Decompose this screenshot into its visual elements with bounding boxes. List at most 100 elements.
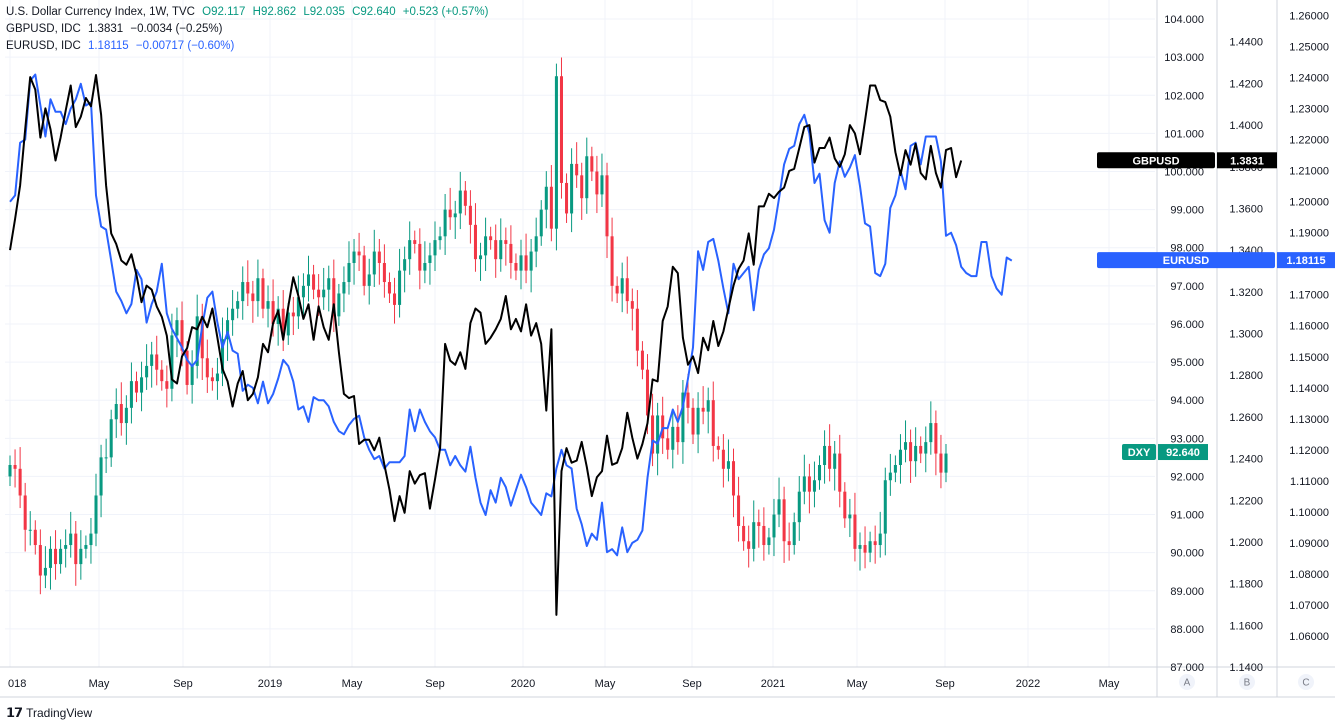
dxy-candle	[393, 277, 397, 324]
dxy-candle	[904, 420, 908, 463]
dxy-candle	[539, 200, 543, 246]
axis-letter-a[interactable]: A	[1179, 674, 1195, 690]
dxy-candle	[403, 246, 407, 293]
dxy-candle	[605, 162, 609, 259]
svg-text:GBPUSD: GBPUSD	[1132, 155, 1179, 167]
dxy-candle	[858, 532, 862, 571]
dxy-candle	[484, 217, 488, 271]
dxy-candle	[762, 507, 766, 561]
dxy-candle	[625, 256, 629, 314]
dxy-candle	[848, 498, 852, 538]
dxy-candle	[428, 242, 432, 285]
axis-letter-c[interactable]: C	[1298, 674, 1314, 690]
x-tick-label: Sep	[173, 678, 193, 690]
dxy-candle	[362, 245, 366, 296]
dxy-candle	[559, 57, 563, 199]
dxy-candle	[742, 516, 746, 551]
x-tick-label: May	[595, 678, 616, 690]
x-tick-label: May	[342, 678, 363, 690]
dxy-candle	[873, 525, 877, 564]
legend-dxy[interactable]: U.S. Dollar Currency Index, 1W, TVC O92.…	[6, 4, 492, 21]
svg-text:C: C	[1302, 678, 1309, 689]
dxy-candle	[241, 266, 245, 320]
axis-a-tick-label: 91.000	[1170, 510, 1204, 522]
svg-text:EURUSD: EURUSD	[1163, 255, 1210, 267]
dxy-candle	[600, 153, 604, 207]
dxy-candle	[276, 296, 280, 346]
dxy-candle	[565, 173, 569, 223]
axis-letter-b[interactable]: B	[1239, 674, 1255, 690]
dxy-candle	[306, 255, 311, 302]
dxy-candle	[94, 473, 98, 547]
dxy-candle	[473, 203, 477, 272]
dxy-candle	[28, 511, 32, 546]
axis-c-tick-label: 1.24000	[1289, 73, 1329, 85]
tradingview-logo-icon: 𝟭𝟳	[6, 705, 23, 720]
price-tag-eurusd: EURUSD 1.18115	[1097, 252, 1335, 269]
dxy-candle	[909, 429, 913, 483]
axis-c-tick-label: 1.09000	[1289, 538, 1329, 550]
dxy-candle	[823, 430, 827, 484]
legend-gbpusd[interactable]: GBPUSD, IDC 1.3831 −0.0034 (−0.25%)	[6, 21, 492, 38]
dxy-candle	[924, 426, 928, 473]
dxy-candle	[145, 344, 149, 390]
svg-text:1.18115: 1.18115	[1286, 255, 1325, 267]
dxy-candle	[236, 291, 240, 319]
dxy-candle	[291, 296, 295, 336]
dxy-candle	[256, 259, 260, 317]
brand-name: TradingView	[26, 706, 93, 720]
dxy-candle	[651, 393, 655, 467]
dxy-candle	[129, 362, 133, 424]
x-tick-label: Sep	[682, 678, 702, 690]
legend-eurusd[interactable]: EURUSD, IDC 1.18115 −0.00717 (−0.60%)	[6, 38, 492, 55]
dxy-candle	[119, 382, 123, 436]
legend-dxy-name: U.S. Dollar Currency Index, 1W, TVC	[6, 6, 195, 18]
dxy-candle	[833, 440, 837, 491]
svg-text:1.3831: 1.3831	[1230, 155, 1264, 167]
axis-c-tick-label: 1.13000	[1289, 414, 1329, 426]
dxy-candle	[726, 439, 730, 482]
x-tick-label: 2020	[511, 678, 535, 690]
dxy-candle	[701, 386, 705, 425]
dxy-candles	[8, 57, 948, 595]
axis-a-tick-label: 102.000	[1164, 90, 1204, 102]
dxy-candle	[494, 224, 498, 278]
dxy-candle	[418, 228, 422, 290]
dxy-candle	[413, 230, 417, 254]
axis-b-tick-label: 1.2200	[1229, 495, 1263, 507]
dxy-candle	[620, 262, 624, 313]
dxy-candle	[747, 525, 751, 568]
dxy-candle	[929, 401, 933, 455]
dxy-candle	[69, 511, 73, 558]
x-tick-label: 2019	[258, 678, 282, 690]
dxy-candle	[610, 217, 614, 302]
dxy-candle	[807, 463, 811, 514]
dxy-candle	[721, 434, 725, 488]
dxy-candle	[615, 276, 619, 304]
dxy-candle	[731, 448, 736, 518]
dxy-candle	[190, 350, 194, 404]
dxy-candle	[757, 509, 761, 548]
dxy-candle	[504, 227, 508, 266]
dxy-candle	[479, 242, 483, 281]
dxy-candle	[711, 381, 715, 462]
dxy-candle	[372, 229, 376, 288]
dxy-candle	[570, 148, 574, 233]
dxy-candle	[195, 294, 199, 379]
dxy-candle	[398, 248, 402, 318]
axis-c-tick-label: 1.12000	[1289, 445, 1329, 457]
dxy-candle	[772, 498, 776, 557]
price-tag-gbpusd: GBPUSD 1.3831	[1097, 152, 1277, 169]
dxy-candle	[716, 436, 720, 460]
dxy-candle	[893, 455, 897, 483]
dxy-candle	[438, 226, 442, 250]
dxy-candle	[448, 187, 452, 230]
axis-a-tick-label: 98.000	[1170, 243, 1204, 255]
dxy-candle	[939, 434, 943, 489]
axis-c-tick-label: 1.06000	[1289, 631, 1329, 643]
legend-gbpusd-name: GBPUSD, IDC	[6, 23, 81, 35]
chart-canvas[interactable]: 87.000 88.000 89.000 90.000 91.000 92.000 93.0…	[0, 0, 1335, 700]
dxy-candle	[18, 447, 22, 509]
axis-c-tick-label: 1.19000	[1289, 228, 1329, 240]
axis-a-tick-label: 94.000	[1170, 395, 1204, 407]
